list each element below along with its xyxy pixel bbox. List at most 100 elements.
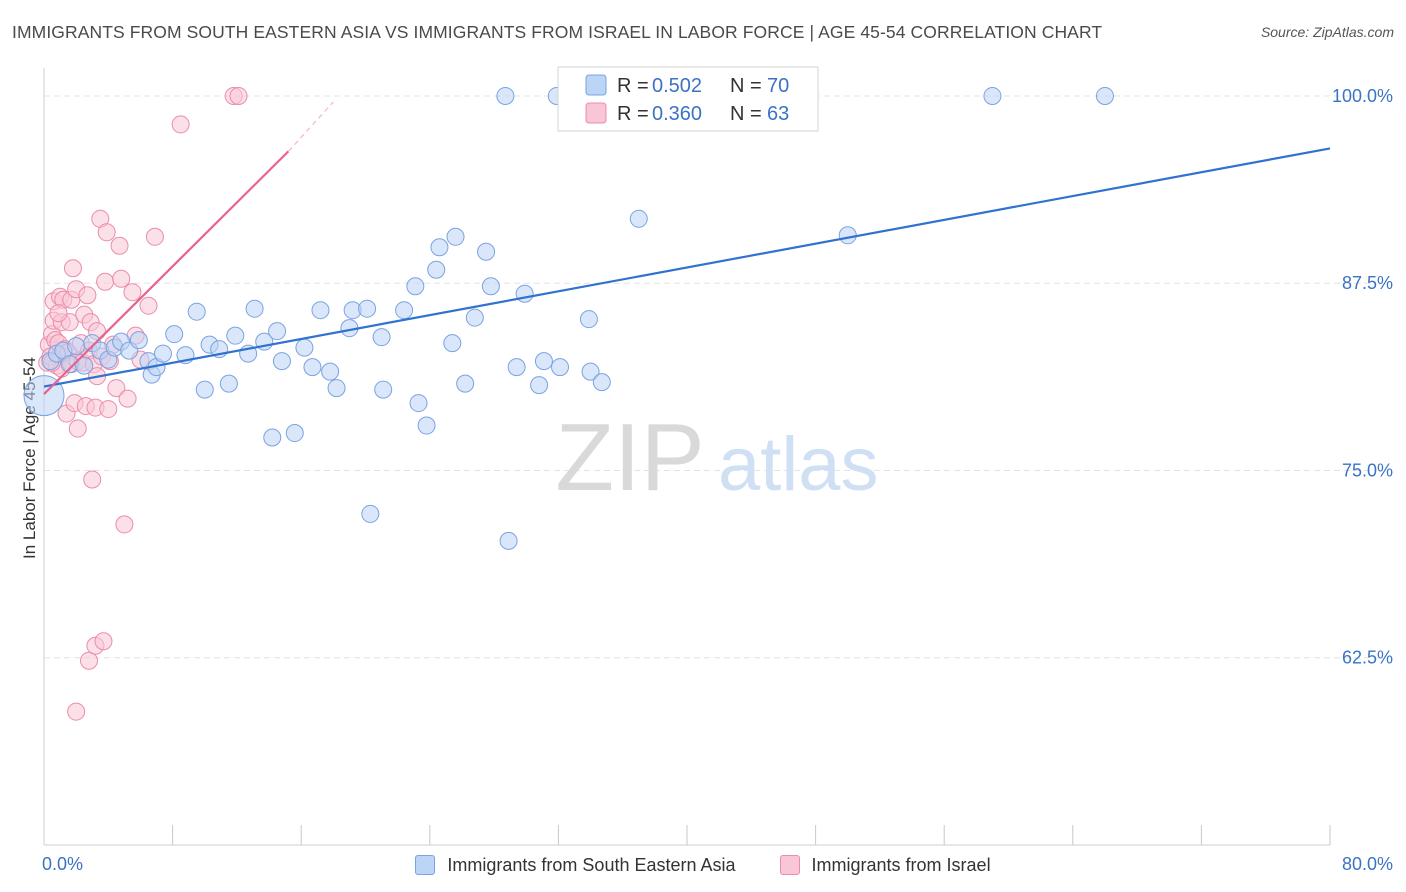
sea-point xyxy=(983,86,1002,105)
sea-point xyxy=(534,352,553,371)
sea-point xyxy=(629,209,648,228)
watermark: ZIP atlas xyxy=(555,404,878,511)
sea-points xyxy=(23,86,1114,550)
watermark-atlas: atlas xyxy=(718,422,879,507)
sea-trend-line xyxy=(43,147,1331,388)
sea-point xyxy=(395,301,414,320)
sea-point xyxy=(165,325,184,344)
y-tick-label: 100.0% xyxy=(1332,86,1393,106)
tick-labels: 100.0% 87.5% 75.0% 62.5% 0.0% 80.0% xyxy=(42,86,1393,874)
israel-point xyxy=(107,379,126,398)
legend-label-sea: Immigrants from South Eastern Asia xyxy=(447,854,736,875)
israel-point xyxy=(80,651,99,670)
sea-point xyxy=(446,227,465,246)
sea-point xyxy=(465,308,484,327)
trend-lines xyxy=(43,101,1331,395)
sea-point xyxy=(481,277,500,296)
sea-point xyxy=(477,242,496,261)
gridlines xyxy=(44,95,1370,659)
sea-point xyxy=(417,416,436,435)
sea-point xyxy=(406,277,425,296)
israel-point xyxy=(145,227,164,246)
legend-swatch-blue xyxy=(415,855,436,875)
israel-point xyxy=(63,259,82,278)
sea-point xyxy=(443,334,462,353)
axes xyxy=(43,68,1331,846)
israel-point xyxy=(97,223,116,242)
sea-point xyxy=(592,373,611,392)
sea-point xyxy=(361,504,380,523)
israel-point xyxy=(139,296,158,315)
sea-point xyxy=(245,299,264,318)
x-tick-label: 0.0% xyxy=(42,854,83,874)
sea-point xyxy=(1095,86,1114,105)
sea-point xyxy=(327,379,346,398)
israel-point xyxy=(94,632,113,651)
israel-point xyxy=(112,269,131,288)
sea-point xyxy=(430,238,449,257)
y-tick-label: 62.5% xyxy=(1342,648,1393,668)
sea-point xyxy=(499,531,518,550)
israel-point xyxy=(123,283,142,302)
sea-point xyxy=(409,394,428,413)
israel-point xyxy=(67,702,86,721)
sea-point xyxy=(263,428,282,447)
legend-swatch xyxy=(585,102,607,124)
israel-points xyxy=(38,86,248,721)
legend-n-value: 70 xyxy=(767,75,789,97)
sea-point xyxy=(496,86,515,105)
x-tick-label: 80.0% xyxy=(1342,854,1393,874)
y-tick-label: 75.0% xyxy=(1342,460,1393,480)
sea-point xyxy=(551,358,570,377)
israel-point xyxy=(83,470,102,489)
legend-swatch-pink xyxy=(779,855,800,875)
legend-n-label: N = xyxy=(730,103,762,125)
sea-point xyxy=(456,374,475,393)
israel-point xyxy=(118,389,137,408)
sea-point xyxy=(187,302,206,321)
israel-point xyxy=(99,400,118,419)
sea-point xyxy=(129,331,148,350)
israel-point xyxy=(68,419,87,438)
sea-point xyxy=(358,299,377,318)
legend-label-israel: Immigrants from Israel xyxy=(811,854,991,875)
sea-point xyxy=(507,358,526,377)
sea-point xyxy=(374,380,393,399)
sea-point xyxy=(321,362,340,381)
israel-point xyxy=(110,236,129,255)
correlation-legend: R = 0.502 N = 70 R = 0.360 N = 63 xyxy=(557,66,819,132)
israel-point xyxy=(115,515,134,534)
watermark-zip: ZIP xyxy=(555,404,704,511)
sea-point xyxy=(303,358,322,377)
sea-point xyxy=(153,344,172,363)
legend-item-israel[interactable]: Immigrants from Israel xyxy=(779,854,991,876)
sea-point xyxy=(295,338,314,357)
y-tick-label: 87.5% xyxy=(1342,273,1393,293)
sea-point xyxy=(311,301,330,320)
sea-point xyxy=(427,260,446,279)
israel-point xyxy=(78,286,97,305)
chart-title: IMMIGRANTS FROM SOUTH EASTERN ASIA VS IM… xyxy=(12,22,1103,42)
sea-point xyxy=(581,362,600,381)
sea-point xyxy=(195,380,214,399)
sea-point xyxy=(75,356,94,375)
legend-item-sea[interactable]: Immigrants from South Eastern Asia xyxy=(415,854,736,876)
legend-swatch xyxy=(585,74,607,96)
sea-point xyxy=(372,328,391,347)
sea-point xyxy=(219,374,238,393)
israel-point xyxy=(49,304,68,323)
israel-trend-line xyxy=(43,150,290,395)
sea-point xyxy=(268,322,287,341)
sea-point xyxy=(272,352,291,371)
sea-point xyxy=(285,424,304,443)
sea-point xyxy=(530,376,549,395)
legend-n-label: N = xyxy=(730,75,762,97)
legend-r-label: R = xyxy=(617,75,649,97)
sea-point xyxy=(579,310,598,329)
legend-n-value: 63 xyxy=(767,103,789,125)
legend-r-value: 0.502 xyxy=(652,75,702,97)
israel-point xyxy=(171,115,190,134)
israel-point xyxy=(96,272,115,291)
sea-point xyxy=(226,326,245,345)
sea-point xyxy=(67,337,86,356)
